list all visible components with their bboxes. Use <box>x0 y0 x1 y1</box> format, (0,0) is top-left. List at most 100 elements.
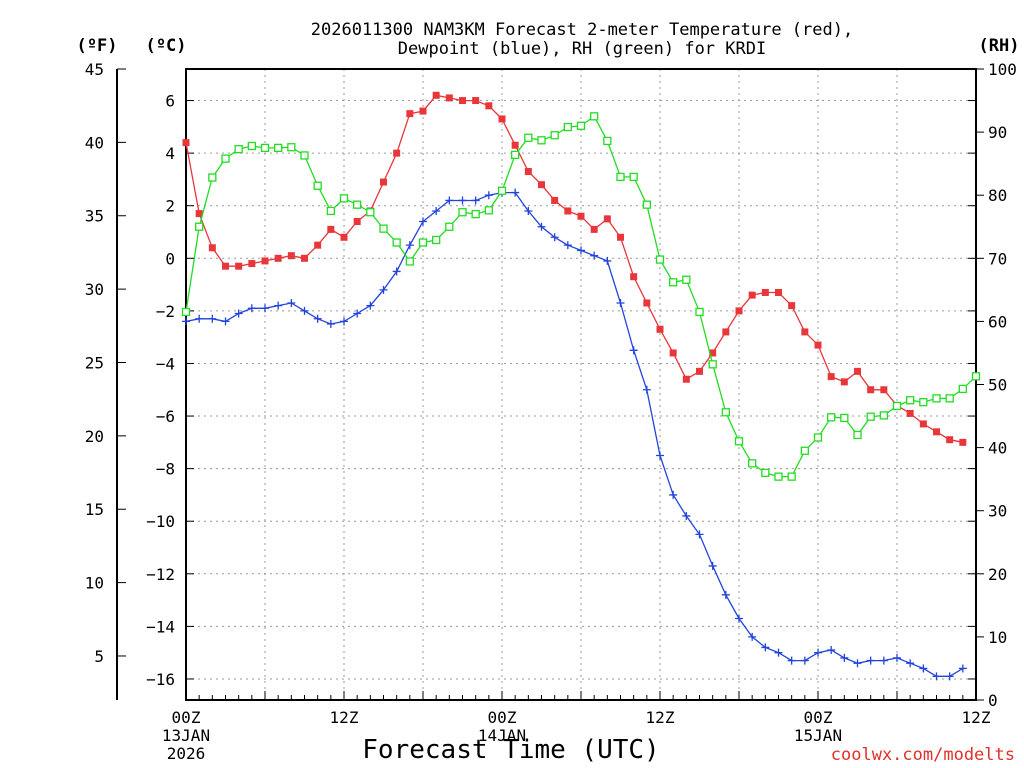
temperature-point <box>564 207 572 215</box>
dewpoint-point <box>603 256 612 265</box>
dewpoint-point <box>827 646 836 655</box>
dewpoint-point <box>577 246 585 255</box>
rh-point <box>879 411 888 420</box>
x-axis-label: Forecast Time (UTC) <box>362 735 659 765</box>
rh-tick-label: 70 <box>988 249 1007 268</box>
temperature-point <box>419 107 427 115</box>
dewpoint-point <box>958 664 967 673</box>
time-tick-label: 12Z <box>646 708 675 727</box>
dewpoint-point <box>919 664 928 673</box>
fahrenheit-tick-label: 5 <box>94 647 104 666</box>
rh-point <box>326 206 335 216</box>
temperature-point <box>327 225 335 233</box>
dewpoint-point <box>458 196 467 205</box>
temperature-point <box>656 325 664 333</box>
rh-point <box>761 468 770 477</box>
celsius-tick-label: −16 <box>146 670 175 689</box>
temperature-point <box>511 141 519 149</box>
date-tick-label: 13JAN <box>162 726 210 745</box>
rh-point <box>287 143 296 152</box>
dewpoint-point <box>484 191 493 200</box>
dewpoint-line <box>185 191 964 677</box>
dewpoint-point <box>326 320 335 329</box>
grid-lines <box>186 69 976 700</box>
rh-point <box>313 181 322 190</box>
dewpoint-point <box>787 656 796 665</box>
rh-point <box>748 459 757 468</box>
rh-point <box>932 394 941 403</box>
temperature-point <box>682 375 690 383</box>
rh-point <box>971 372 981 381</box>
rh-point <box>787 472 796 481</box>
chart-title-line1: 2026011300 NAM3KM Forecast 2-meter Tempe… <box>311 20 853 40</box>
rh-point <box>774 472 783 481</box>
dewpoint-point <box>313 314 322 323</box>
dewpoint-point <box>300 306 309 315</box>
rh-tick-label: 50 <box>988 376 1007 395</box>
rh-point <box>234 144 243 154</box>
temperature-point <box>485 102 493 110</box>
temperature-point <box>406 110 414 118</box>
chart-title-line2: Dewpoint (blue), RH (green) for KRDI <box>398 39 766 59</box>
dewpoint-point <box>906 659 915 668</box>
temperature-point <box>775 288 782 296</box>
dewpoint-point <box>800 656 809 665</box>
time-tick-label: 12Z <box>962 708 991 727</box>
dewpoint-point <box>445 196 454 205</box>
dewpoint-point <box>656 451 664 460</box>
fahrenheit-tick-label: 30 <box>85 280 104 299</box>
dewpoint-point <box>748 632 757 641</box>
dewpoint-point <box>590 251 599 260</box>
dewpoint-point <box>261 304 269 313</box>
time-tick-label: 00Z <box>488 708 517 727</box>
temperature-point <box>195 210 203 218</box>
dewpoint-point <box>682 511 691 520</box>
temperature-point <box>854 367 861 375</box>
rh-point <box>906 396 915 405</box>
celsius-tick-label: −4 <box>156 354 175 373</box>
rh-tick-label: 100 <box>988 60 1017 79</box>
series-layer <box>181 91 981 681</box>
rh-point <box>484 206 493 215</box>
dewpoint-point <box>708 561 717 570</box>
temperature-point <box>524 168 532 176</box>
dewpoint-point <box>432 206 441 215</box>
rh-point <box>221 154 230 163</box>
temperature-point <box>919 420 927 428</box>
temperature-point <box>867 386 875 394</box>
dewpoint-point <box>340 317 348 326</box>
rh-point <box>524 133 533 142</box>
temperature-point <box>577 212 585 220</box>
dewpoint-point <box>511 188 520 197</box>
temperature-point <box>551 196 559 204</box>
axis-ticks: 6420−2−4−6−8−10−12−14−164540353025201510… <box>85 60 1017 763</box>
fahrenheit-unit-label: (ºF) <box>77 36 118 56</box>
dewpoint-point <box>642 385 651 394</box>
temperature-point <box>353 217 361 225</box>
rh-tick-label: 30 <box>988 502 1007 521</box>
rh-point <box>418 238 428 247</box>
temperature-point <box>459 97 466 105</box>
rh-point <box>616 172 625 182</box>
dewpoint-point <box>379 285 388 294</box>
rh-point <box>458 208 467 217</box>
dewpoint-point <box>195 314 204 323</box>
rh-point <box>511 150 520 159</box>
rh-point <box>392 238 401 247</box>
temperature-point <box>590 225 598 233</box>
temperature-point <box>432 91 440 99</box>
dewpoint-point <box>524 206 533 215</box>
dewpoint-point <box>669 490 678 499</box>
dewpoint-point <box>353 309 362 318</box>
dewpoint-point <box>563 241 572 250</box>
rh-point <box>497 186 507 195</box>
rh-point <box>827 413 836 422</box>
rh-tick-label: 60 <box>988 312 1007 331</box>
dewpoint-point <box>721 590 730 599</box>
temperature-point <box>814 341 822 349</box>
time-tick-label: 12Z <box>330 708 359 727</box>
temperature-point <box>840 378 848 386</box>
temperature-point <box>314 241 322 249</box>
fahrenheit-tick-label: 10 <box>85 574 104 593</box>
temperature-point <box>445 94 453 102</box>
